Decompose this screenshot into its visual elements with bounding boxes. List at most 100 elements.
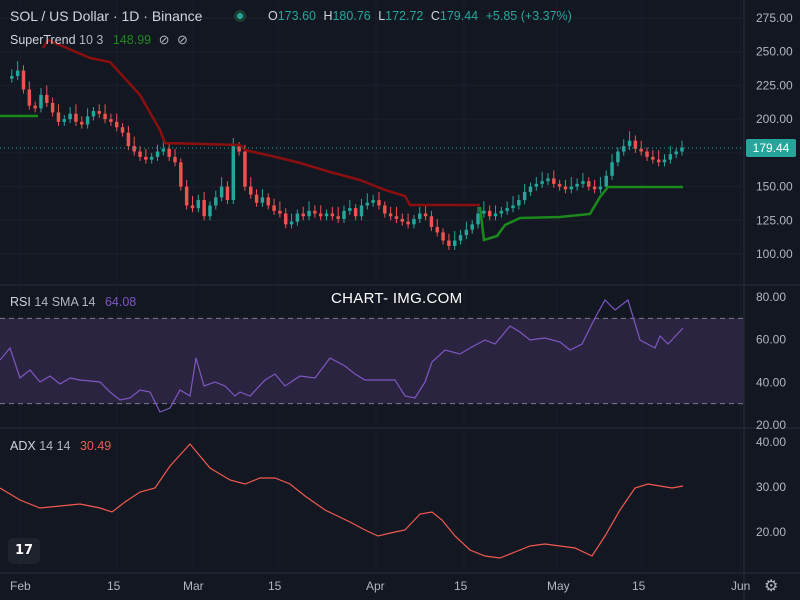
candle-body: [39, 94, 43, 109]
candle-body: [283, 213, 288, 225]
candle-body: [639, 148, 643, 152]
candle-body: [604, 175, 608, 187]
candle-body: [208, 205, 212, 217]
tradingview-logo[interactable]: 17: [8, 538, 40, 564]
adx-y-tick-label: 40.00: [756, 435, 786, 449]
candle-body: [278, 210, 282, 214]
candle-body: [353, 208, 358, 217]
candle-body: [394, 216, 399, 219]
candle-body: [237, 146, 241, 152]
x-tick-label: 15: [454, 579, 468, 593]
candle-body: [546, 178, 550, 182]
rsi-y-tick-label: 40.00: [756, 375, 786, 389]
y-tick-label: 125.00: [756, 213, 793, 227]
candle-body: [342, 210, 346, 219]
candle-body: [295, 213, 300, 222]
candle-body: [68, 113, 72, 120]
candle-body: [103, 113, 107, 120]
gear-icon[interactable]: ⚙: [764, 578, 779, 595]
candle-body: [610, 162, 614, 176]
y-tick-label: 250.00: [756, 45, 793, 59]
candle-body: [324, 213, 329, 217]
candle-body: [243, 151, 247, 187]
adx-y-tick-label: 30.00: [756, 480, 786, 494]
eye-off-icon[interactable]: ⊘: [158, 32, 170, 47]
candle-body: [184, 186, 189, 206]
candle-body: [400, 218, 405, 222]
candle-body: [109, 119, 113, 122]
candle-body: [74, 113, 78, 122]
candle-body: [587, 181, 591, 187]
candle-body: [97, 111, 101, 114]
candle-body: [418, 213, 422, 219]
candle-body: [377, 200, 381, 206]
candle-body: [10, 75, 14, 79]
candle-body: [254, 194, 259, 203]
candle-body: [505, 208, 509, 211]
rsi-legend[interactable]: RSI 14 SMA 14 64.08: [10, 295, 137, 309]
candle-body: [627, 140, 632, 147]
market-status-icon: [234, 10, 246, 22]
candle-body: [214, 197, 218, 206]
candle-body: [388, 213, 393, 217]
candle-body: [225, 186, 230, 201]
candle-body: [155, 151, 160, 157]
candle-body: [552, 178, 556, 184]
candle-body: [249, 186, 253, 195]
supertrend-line-down: [41, 38, 480, 207]
candle-body: [126, 132, 131, 147]
x-tick-label: Apr: [366, 579, 385, 593]
candle-body: [656, 159, 661, 163]
y-tick-label: 275.00: [756, 11, 793, 25]
candle-body: [575, 183, 579, 187]
candle-body: [91, 111, 96, 117]
candle-body: [15, 70, 20, 76]
candle-body: [173, 156, 177, 163]
candle-body: [482, 210, 486, 214]
candle-body: [301, 213, 305, 217]
candle-body: [581, 181, 585, 184]
x-tick-label: 15: [268, 579, 282, 593]
candle-body: [464, 229, 469, 236]
candle-body: [190, 205, 195, 209]
candle-body: [149, 156, 154, 160]
candle-body: [196, 200, 201, 209]
adx-line: [0, 443, 684, 559]
eye-off-icon[interactable]: ⊘: [176, 32, 188, 47]
rsi-band: [0, 318, 744, 404]
supertrend-legend[interactable]: SuperTrend 10 3 148.99 ⊘ ⊘: [10, 32, 188, 47]
rsi-y-tick-label: 20.00: [756, 418, 786, 432]
candle-body: [219, 186, 224, 198]
candle-body: [680, 147, 684, 152]
symbol-title[interactable]: SOL / US Dollar · 1D · Binance: [10, 8, 203, 24]
candle-body: [144, 156, 148, 160]
candle-body: [662, 159, 667, 163]
x-tick-label: Feb: [10, 579, 31, 593]
candle-body: [85, 116, 90, 125]
candle-body: [493, 213, 498, 217]
candle-body: [62, 119, 67, 122]
x-tick-label: 15: [632, 579, 646, 593]
candle-body: [120, 127, 125, 133]
candle-body: [266, 197, 270, 206]
candle-body: [470, 224, 474, 230]
candle-body: [307, 210, 311, 217]
candle-body: [161, 148, 166, 152]
candle-body: [33, 105, 37, 109]
candle-body: [534, 183, 539, 187]
candle-body: [412, 218, 416, 225]
candle-body: [167, 148, 171, 157]
candle-body: [114, 121, 119, 128]
candle-body: [272, 205, 276, 211]
candle-body: [27, 89, 32, 106]
candle-body: [621, 146, 626, 152]
candle-body: [569, 186, 574, 190]
rsi-y-tick-label: 60.00: [756, 333, 786, 347]
y-tick-label: 150.00: [756, 180, 793, 194]
candle-body: [441, 232, 445, 241]
y-tick-label: 100.00: [756, 247, 793, 261]
candle-body: [289, 221, 294, 225]
adx-legend[interactable]: ADX 14 14 30.49: [10, 439, 112, 453]
candle-body: [231, 146, 236, 201]
